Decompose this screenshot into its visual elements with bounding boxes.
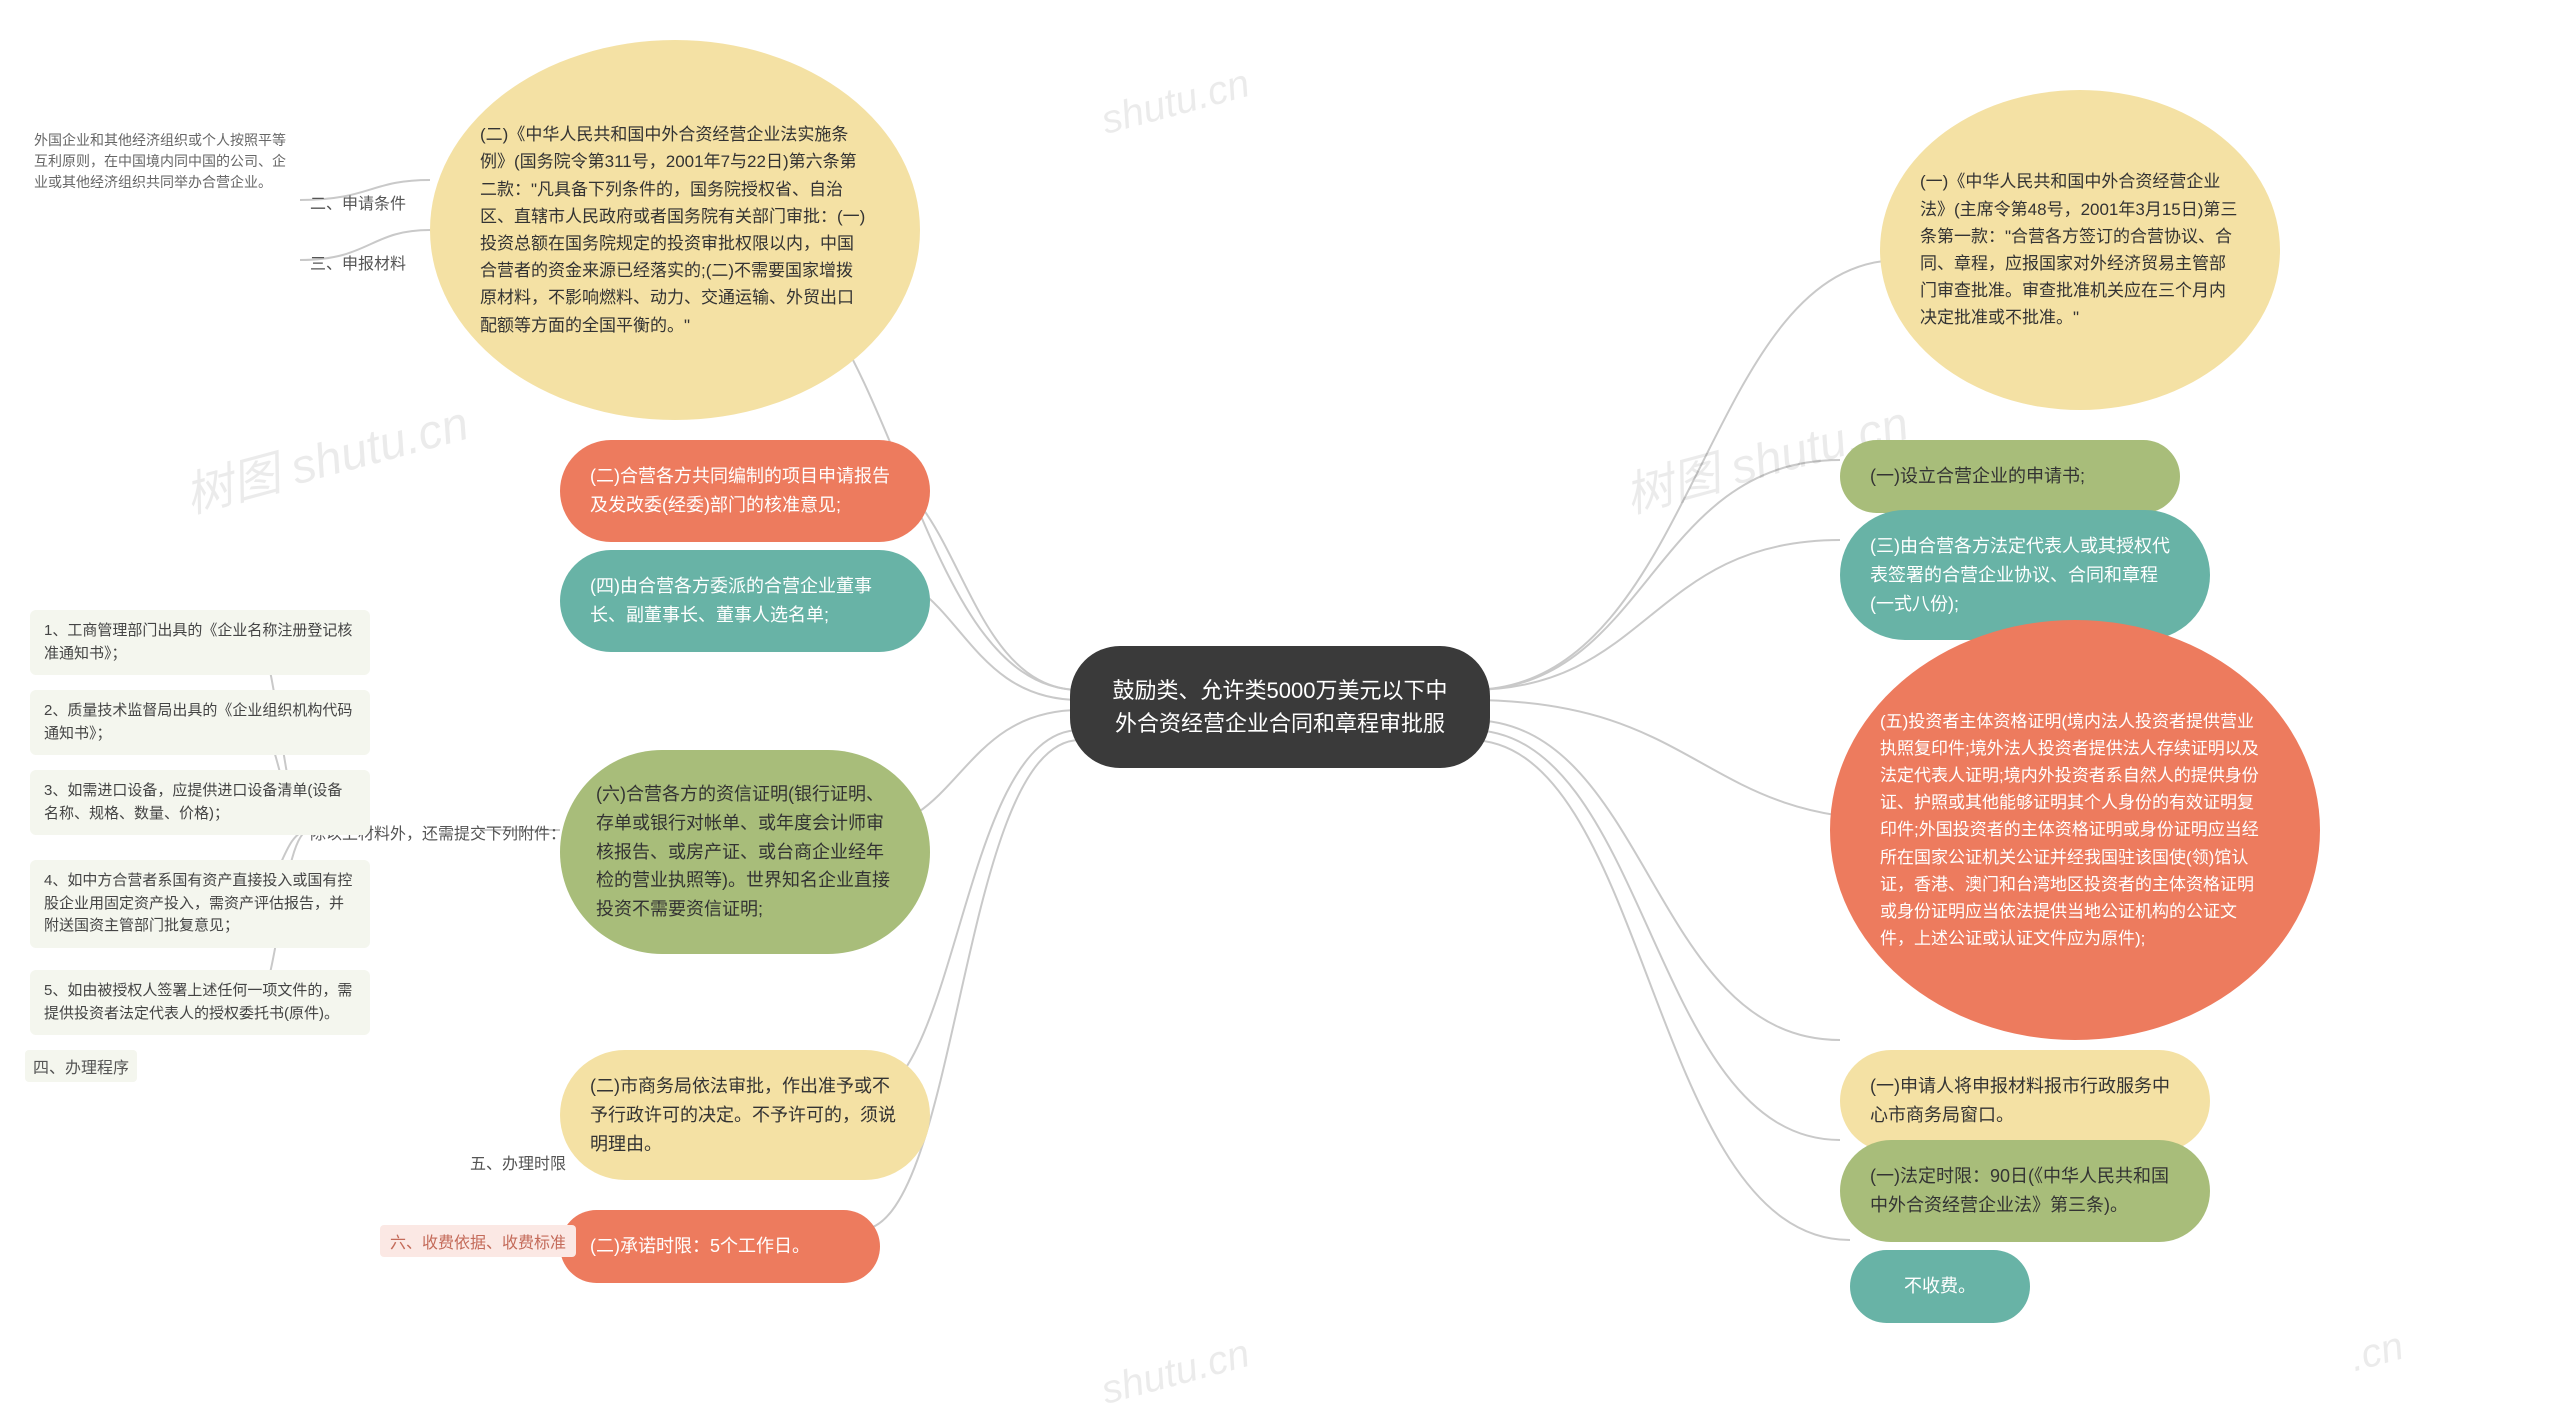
node-left-big: (二)《中华人民共和国中外合资经营企业法实施条例》(国务院令第311号，2001… <box>430 40 920 420</box>
node-r-teal: (三)由合营各方法定代表人或其授权代表签署的合营企业协议、合同和章程(一式八份)… <box>1840 510 2210 640</box>
label-fee: 六、收费依据、收费标准 <box>380 1225 576 1257</box>
small-item: 5、如由被授权人签署上述任何一项文件的，需提供投资者法定代表人的授权委托书(原件… <box>30 970 370 1035</box>
watermark: shutu.cn <box>1097 61 1255 144</box>
label-proc: 四、办理程序 <box>25 1050 137 1082</box>
watermark: shutu.cn <box>1097 1331 1255 1414</box>
node-r-green2: (一)法定时限：90日(《中华人民共和国中外合资经营企业法》第三条)。 <box>1840 1140 2210 1242</box>
small-item: 2、质量技术监督局出具的《企业组织机构代码通知书》； <box>30 690 370 755</box>
watermark: .cn <box>2345 1324 2408 1381</box>
node-r-yellow2: (一)申请人将申报材料报市行政服务中心市商务局窗口。 <box>1840 1050 2210 1152</box>
small-item: 1、工商管理部门出具的《企业名称注册登记核准通知书》； <box>30 610 370 675</box>
node-r-teal2: 不收费。 <box>1850 1250 2030 1323</box>
node-l-teal: (四)由合营各方委派的合营企业董事长、副董事长、董事人选名单; <box>560 550 930 652</box>
node-r-green: (一)设立合营企业的申请书; <box>1840 440 2180 513</box>
watermark: 树图 shutu.cn <box>176 384 475 527</box>
node-l-orange2: (二)承诺时限：5个工作日。 <box>560 1210 880 1283</box>
label-cond: 二、申请条件 <box>310 190 406 214</box>
top-note: 外国企业和其他经济组织或个人按照平等互利原则，在中国境内同中国的公司、企业或其他… <box>20 120 300 203</box>
label-mat: 三、申报材料 <box>310 250 406 274</box>
small-item: 3、如需进口设备，应提供进口设备清单(设备名称、规格、数量、价格)； <box>30 770 370 835</box>
node-l-green: (六)合营各方的资信证明(银行证明、存单或银行对帐单、或年度会计师审核报告、或房… <box>560 750 930 954</box>
node-right-big2: (五)投资者主体资格证明(境内法人投资者提供营业执照复印件;境外法人投资者提供法… <box>1830 620 2320 1040</box>
node-text: (二)《中华人民共和国中外合资经营企业法实施条例》(国务院令第311号，2001… <box>480 121 870 339</box>
node-right-big1: (一)《中华人民共和国中外合资经营企业法》(主席令第48号，2001年3月15日… <box>1880 90 2280 410</box>
node-l-orange: (二)合营各方共同编制的项目申请报告及发改委(经委)部门的核准意见; <box>560 440 930 542</box>
node-text: (一)《中华人民共和国中外合资经营企业法》(主席令第48号，2001年3月15日… <box>1920 168 2240 331</box>
small-item: 4、如中方合营者系国有资产直接投入或国有控股企业用固定资产投入，需资产评估报告，… <box>30 860 370 948</box>
center-node: 鼓励类、允许类5000万美元以下中外合资经营企业合同和章程审批服 <box>1070 646 1490 768</box>
node-text: (五)投资者主体资格证明(境内法人投资者提供营业执照复印件;境外法人投资者提供法… <box>1880 708 2270 953</box>
label-time: 五、办理时限 <box>470 1150 566 1174</box>
node-l-yellow2: (二)市商务局依法审批，作出准予或不予行政许可的决定。不予许可的，须说明理由。 <box>560 1050 930 1180</box>
